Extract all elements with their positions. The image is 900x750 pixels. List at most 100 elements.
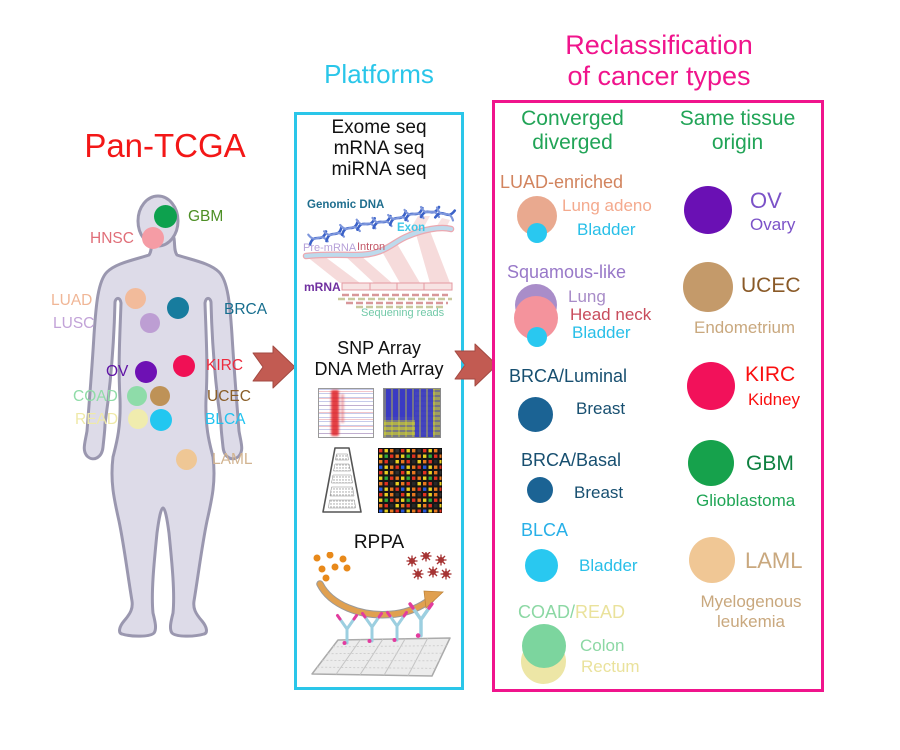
pre-mrna-curve <box>304 225 453 258</box>
mrna-bar-ticks <box>369 283 425 290</box>
gbm-body-dot <box>154 205 177 228</box>
coad-body-label: COAD <box>73 388 118 405</box>
methylation-heatmap-image <box>383 388 441 438</box>
rppa-label: RPPA <box>353 532 405 553</box>
converged-heading-line1: Converged <box>521 107 624 130</box>
gbm-circle <box>688 440 734 486</box>
sequencing-reads-label: Sequening reads <box>361 307 445 319</box>
ov-body-dot <box>135 361 157 383</box>
arrow-platforms-to-reclassification <box>454 343 498 387</box>
body-torso-path <box>82 236 244 638</box>
dna-meth-array-label: DNA Meth Array <box>314 359 444 379</box>
group-coad-read-heading: COAD/READ <box>518 602 625 622</box>
coad-body-dot <box>127 386 147 406</box>
blca-circle <box>525 549 558 582</box>
hnsc-body-dot <box>142 227 164 249</box>
squamous-member-head-neck: Head neck <box>570 305 652 324</box>
gbm-code-label: GBM <box>746 452 794 475</box>
group-brca-basal-heading: BRCA/Basal <box>521 450 622 470</box>
ucec-body-label: UCEC <box>207 388 251 405</box>
arrow-body-to-platforms <box>252 345 296 389</box>
group-blca-heading: BLCA <box>521 520 569 540</box>
squamous-circle-bladder <box>527 327 547 347</box>
reclassification-title-line2: of cancer types <box>567 61 751 91</box>
squamous-member-lung: Lung <box>568 287 606 306</box>
human-body-silhouette <box>82 194 244 638</box>
laml-body-label: LAML <box>212 451 253 468</box>
microarray-image <box>378 448 442 513</box>
intron-label: Intron <box>357 241 385 253</box>
antigen-starbursts <box>405 552 453 581</box>
kirc-code-label: KIRC <box>745 363 796 386</box>
protein-dots <box>313 552 351 582</box>
blca-body-label: BLCA <box>205 411 246 428</box>
exon-wedges <box>306 216 450 283</box>
mrna-seq-label: mRNA seq <box>333 138 425 159</box>
coad-read-member-colon: Colon <box>580 636 625 655</box>
coad-read-circle-colon <box>522 624 566 668</box>
blca-member-bladder: Bladder <box>579 556 638 575</box>
exon-label: Exon <box>397 222 425 234</box>
cnv-plot-image <box>318 388 374 438</box>
gbm-tissue-label: Glioblastoma <box>696 491 796 510</box>
ov-circle <box>684 186 732 234</box>
brca-body-label: BRCA <box>224 301 268 318</box>
pan-tcga-title: Pan-TCGA <box>84 127 246 164</box>
group-brca-luminal-heading: BRCA/Luminal <box>509 366 628 386</box>
luad-body-label: LUAD <box>51 292 93 309</box>
reclassification-title: Reclassification of cancer types <box>494 30 824 92</box>
coad-heading-part: COAD/ <box>518 602 576 622</box>
brca-luminal-member-breast: Breast <box>576 399 626 418</box>
kirc-circle <box>687 362 735 410</box>
pre-mrna-label: Pre-mRNA <box>303 242 357 254</box>
read-body-dot <box>128 409 148 429</box>
array-platforms-list: SNP Array DNA Meth Array <box>297 338 461 380</box>
dna-splicing-diagram: Genomic DNA Exon Pre-mRNA Intron mRNA Se… <box>302 199 457 319</box>
converged-heading-line2: diverged <box>532 131 613 154</box>
group-luad-enriched-heading: LUAD-enriched <box>500 172 624 192</box>
sequencing-reads <box>338 293 452 309</box>
brca-basal-circle <box>527 477 553 503</box>
lusc-body-label: LUSC <box>53 315 95 332</box>
blca-body-dot <box>150 409 172 431</box>
brca-body-dot <box>167 297 189 319</box>
read-heading-part: READ <box>575 602 626 622</box>
rppa-slide-plate <box>311 637 451 677</box>
platforms-title: Platforms <box>324 59 434 89</box>
laml-circle <box>689 537 735 583</box>
gbm-body-label: GBM <box>188 208 224 225</box>
laml-tissue-label: Myelogenous leukemia <box>700 592 802 631</box>
luad-enriched-member-lung-adeno: Lung adeno <box>562 196 652 215</box>
luad-enriched-circle-bladder <box>527 223 547 243</box>
hnsc-body-label: HNSC <box>90 230 134 247</box>
laml-code-label: LAML <box>745 548 803 573</box>
reclassification-title-line1: Reclassification <box>565 30 753 60</box>
group-squamous-like-heading: Squamous-like <box>507 262 627 282</box>
read-body-label: READ <box>75 411 119 428</box>
ov-body-label: OV <box>106 363 129 380</box>
brca-luminal-circle <box>518 397 553 432</box>
mrna-label: mRNA <box>304 280 341 294</box>
plate-columns <box>335 638 429 676</box>
kirc-body-label: KIRC <box>206 357 244 374</box>
rppa-illustration <box>311 552 453 677</box>
snp-array-label: SNP Array <box>337 338 421 358</box>
coad-read-member-rectum: Rectum <box>581 657 640 676</box>
sequencing-platforms-list: Exome seq mRNA seq miRNA seq <box>297 117 461 180</box>
rppa-flow-arrow <box>316 580 444 619</box>
laml-body-dot <box>176 449 197 470</box>
same-tissue-heading: Same tissue origin <box>660 107 815 155</box>
luad-body-dot <box>125 288 146 309</box>
same-tissue-heading-line1: Same tissue <box>679 107 796 130</box>
ucec-body-dot <box>150 386 170 406</box>
same-tissue-heading-line2: origin <box>711 131 764 154</box>
ucec-code-label: UCEC <box>741 274 801 297</box>
luad-enriched-member-bladder: Bladder <box>577 220 636 239</box>
ucec-circle <box>683 262 733 312</box>
lusc-body-dot <box>140 313 160 333</box>
genomic-dna-label: Genomic DNA <box>307 199 384 211</box>
plate-spots <box>317 645 447 669</box>
exome-seq-label: Exome seq <box>331 117 427 138</box>
squamous-member-bladder: Bladder <box>572 323 631 342</box>
converged-diverged-heading: Converged diverged <box>500 107 645 155</box>
